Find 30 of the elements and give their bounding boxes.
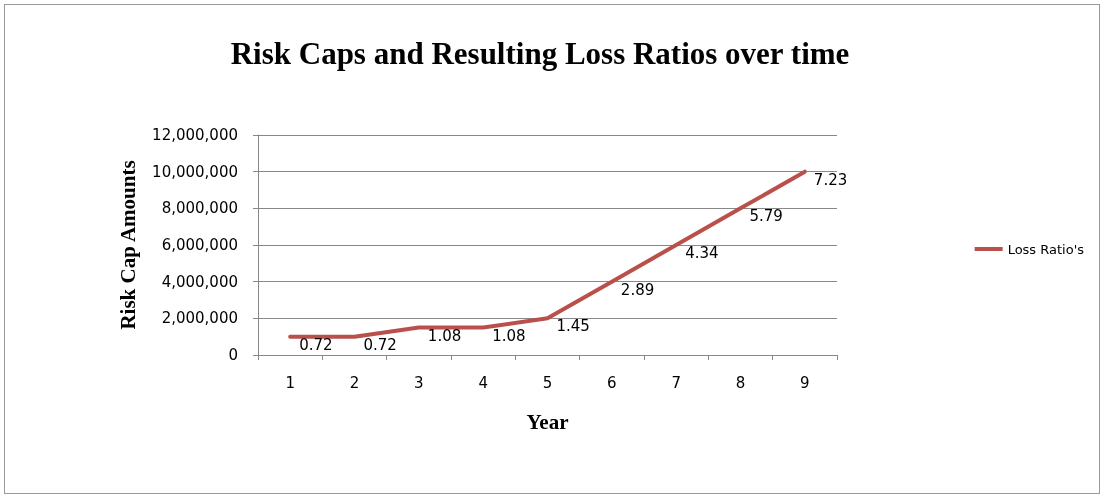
x-tick-label: 9 (800, 373, 810, 392)
annotation: 4.34 (685, 244, 719, 262)
x-tick-label: 7 (671, 373, 681, 392)
x-tick-label: 3 (414, 373, 424, 392)
line-series (288, 169, 807, 339)
annotation: 1.45 (556, 317, 590, 336)
annotation: 0.72 (299, 335, 333, 354)
annotation: 5.79 (749, 207, 783, 226)
annotation: 7.23 (813, 170, 848, 189)
legend-label: Loss Ratio's (1007, 241, 1085, 257)
x-axis-title: Year (526, 409, 569, 434)
x-tick-label: 5 (542, 373, 553, 392)
x-tick-label: 2 (349, 373, 360, 392)
x-tick-label: 1 (285, 373, 295, 392)
x-tick-label: 4 (478, 373, 488, 392)
annotation: 1.08 (427, 326, 462, 345)
y-tick-label: 8,000,000 (161, 199, 238, 218)
annotation: 1.08 (492, 326, 526, 345)
annotation: 0.72 (363, 335, 397, 354)
y-axis-title: Risk Cap Amounts (115, 160, 140, 330)
x-tick-label: 6 (607, 373, 617, 392)
y-tick-label: 0 (228, 346, 238, 364)
y-tick-label: 12,000,000 (152, 126, 238, 144)
x-tick-label: 8 (735, 373, 746, 392)
y-tick-label: 2,000,000 (161, 309, 238, 328)
annotation: 2.89 (620, 280, 655, 299)
y-tick-label: 10,000,000 (152, 162, 238, 181)
y-tick-label: 4,000,000 (161, 272, 238, 291)
chart-title: Risk Caps and Resulting Loss Ratios over time (230, 36, 850, 71)
y-tick-label: 6,000,000 (161, 236, 238, 254)
